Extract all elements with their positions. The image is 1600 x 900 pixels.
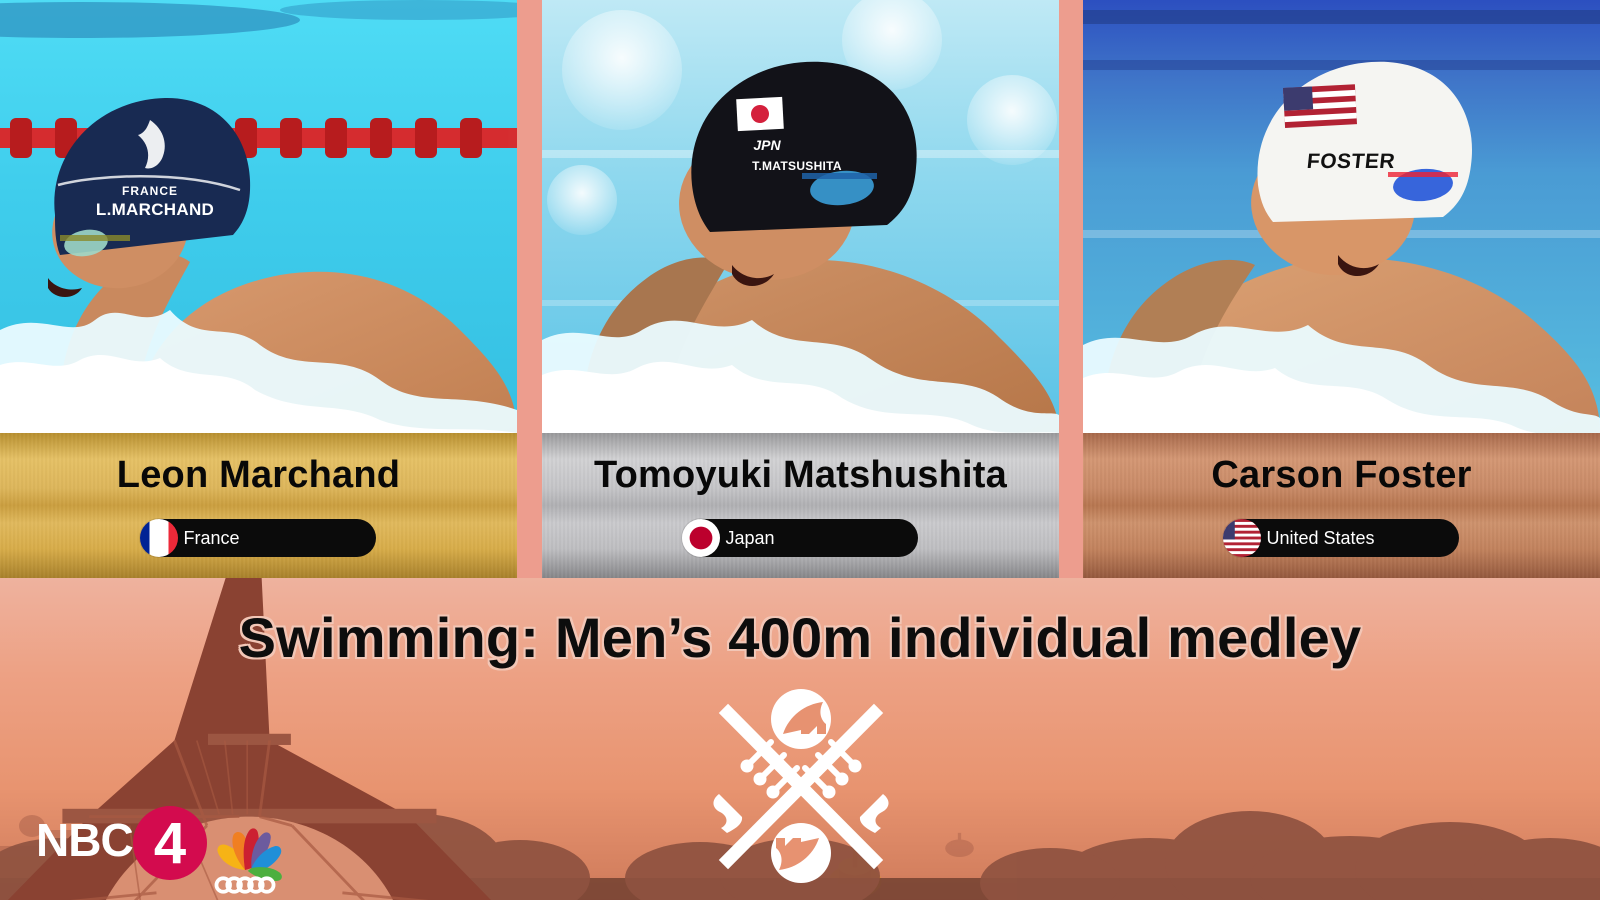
svg-text:FRANCE: FRANCE (122, 184, 178, 198)
svg-text:L.MARCHAND: L.MARCHAND (96, 200, 214, 219)
svg-text:T.MATSUSHITA: T.MATSUSHITA (752, 159, 842, 173)
svg-text:JPN: JPN (753, 137, 781, 153)
svg-text:NBC: NBC (36, 814, 133, 866)
svg-text:FOSTER: FOSTER (1306, 150, 1397, 173)
svg-text:4: 4 (154, 811, 186, 876)
